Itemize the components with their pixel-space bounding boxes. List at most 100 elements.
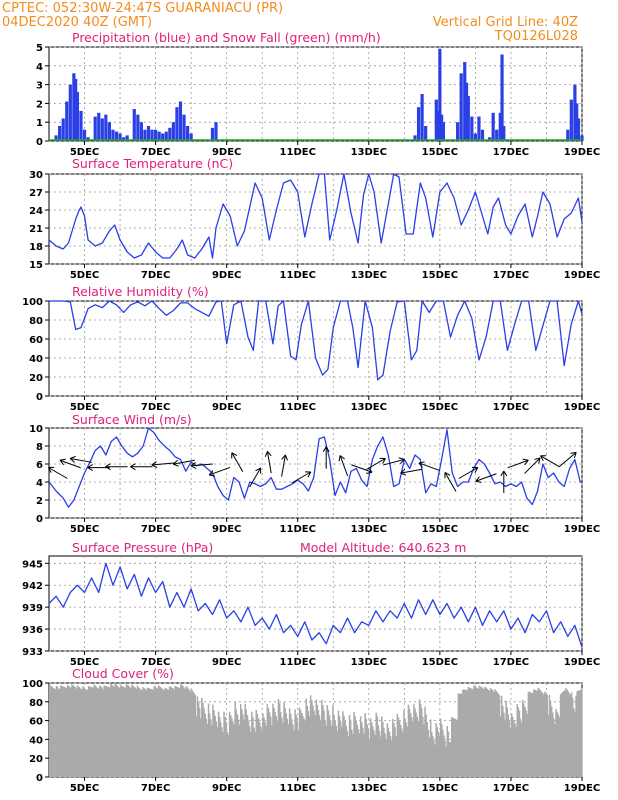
cloud-bar [418,699,421,777]
precip-ytick-label: 4 [36,62,43,73]
cloud-bar [316,704,319,777]
precip-bar [480,129,485,141]
cloud-bar [91,687,93,777]
cloud-bar [502,706,504,777]
wind-arrow-icon [444,472,457,492]
cloud-bar [97,688,100,777]
precip-bar [72,73,76,141]
precip-bar [74,78,78,141]
precip-bar [168,127,172,141]
cloud-bar [481,687,483,777]
cloud-bar [265,725,267,777]
wind-arrow-head [322,446,330,452]
cloud-bar [306,706,309,777]
cloud-xtick-label: 5DEC [70,783,99,794]
cloud-bar [394,727,396,777]
temp-ytick-label: 24 [29,206,43,217]
cloud-bar [560,693,563,777]
cloud-bar [72,685,74,777]
cloud-bar [548,694,551,778]
cloud-bar [302,715,304,777]
precip-bar [463,62,467,141]
wind-arrow-shaft [266,451,272,474]
cloud-bar [378,730,381,777]
humidity-xtick-label: 19DEC [564,402,600,413]
pressure-ytick-label: 945 [22,559,43,570]
cloud-bar [476,688,478,777]
cloud-bar [51,686,53,777]
precip-bar [438,48,442,141]
cloud-bar [445,746,447,777]
cloud-bar [111,684,113,777]
cloud-bar [76,685,79,777]
cloud-bar [498,695,501,777]
cloud-bar [441,724,443,777]
cloud-bar [431,731,433,777]
precip-bar [136,114,140,141]
cloud-bar [537,687,540,777]
cloud-bar [528,692,531,777]
cloud-bar [366,724,369,777]
cloud-bar [237,719,240,777]
cloud-bar [448,741,451,778]
cloud-bar [176,687,179,777]
cloud-bar [248,726,251,777]
cloud-bar [444,740,446,777]
wind-arrow-icon [500,470,508,493]
cloud-bar [413,704,415,777]
cloud-bar [503,712,505,777]
cloud-bar [123,687,125,777]
cloud-bar [292,724,294,777]
cloud-bar [155,687,158,777]
cloud-bar [296,720,299,777]
wind-arrow-icon [59,458,81,469]
cloud-bar [75,688,78,777]
wind-arrow-head [255,467,262,474]
cloud-bar [492,690,494,777]
precip-bar [132,109,136,141]
wind-arrow-icon [366,457,386,470]
precip-bar [171,122,175,141]
cloud-bar [131,684,133,777]
wind-arrow-head [534,457,541,464]
cloud-bar [287,724,290,777]
header-station: CPTEC: 052:30W-24:47S GUARANIACU (PR) [2,1,283,16]
wind-xtick-label: 7DEC [141,524,170,535]
cloud-bar [142,687,144,777]
precip-bar [424,125,428,141]
cloud-bar [281,717,283,777]
humidity-xtick-label: 11DEC [280,402,316,413]
cloud-bar [348,715,351,777]
wind-arrow-shaft [231,452,244,472]
cloud-bar [358,733,361,777]
cloud-bar [206,724,209,777]
cloud-bar [295,715,297,777]
cloud-bar [116,685,119,777]
cloud-bar [463,689,465,777]
cloud-bar [339,721,342,777]
cloud-bar [284,707,286,777]
cloud-bar [235,709,237,777]
cloud-bar [207,703,210,777]
wind-arrow-head [471,466,479,473]
cloud-bar [331,725,333,777]
cloud-bar [523,703,525,777]
cloud-bar [333,715,335,777]
cloud-bar [264,721,266,777]
cloud-bar [177,687,180,777]
cloud-bar [79,687,81,777]
cloud-bar [489,688,492,777]
cloud-bar [565,688,567,777]
cloud-bar [557,714,560,777]
precip-bar [573,84,577,141]
precip-bar [413,135,417,141]
cloud-bar [514,723,516,777]
wind-arrow-shaft [351,464,373,473]
cloud-bar [529,692,532,777]
wind-ytick-label: 8 [36,442,43,453]
cloud-xtick-label: 15DEC [422,783,458,794]
cloud-bar [245,709,247,777]
cloud-bar [171,687,173,777]
cloud-bar [83,687,85,777]
temp-xtick-label: 7DEC [141,270,170,281]
